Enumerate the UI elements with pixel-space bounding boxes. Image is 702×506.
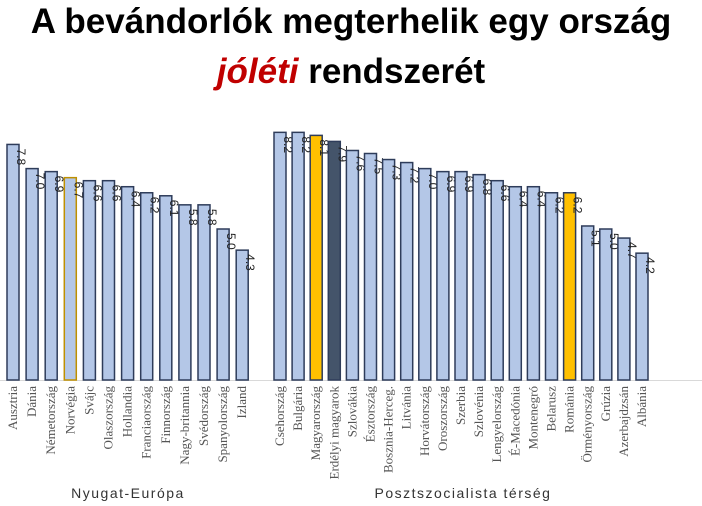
bar (44, 170, 58, 381)
data-label: 6.9 (52, 176, 66, 193)
bar (418, 167, 432, 381)
data-label: 6.6 (90, 185, 104, 202)
category-label: Erdélyi magyarok (326, 386, 341, 480)
bar (599, 228, 613, 381)
category-label: Magyarország (308, 386, 323, 461)
category-label: Szerbia (453, 386, 468, 425)
category-label: Németország (43, 386, 58, 455)
category-label: Ausztria (5, 386, 20, 430)
bar (139, 192, 154, 381)
bar (216, 228, 230, 381)
bar (309, 134, 323, 381)
category-label: Hollandia (120, 386, 135, 437)
category-label: Csehország (272, 386, 287, 446)
data-label: 4.2 (643, 257, 657, 274)
category-label: Dánia (24, 386, 39, 417)
bar (363, 152, 378, 381)
group-label: Posztszocialista térség (375, 485, 552, 501)
bar (399, 161, 414, 381)
bar (345, 149, 360, 381)
category-label: Észtország (363, 386, 378, 443)
category-label: Belarusz (544, 386, 559, 432)
category-label: Horvátország (417, 386, 432, 457)
category-label: Franciaország (139, 386, 154, 459)
category-label: Szlovénia (471, 386, 486, 437)
bar (508, 185, 523, 381)
group-label: Nyugat-Európa (71, 485, 185, 501)
category-label: Albánia (634, 386, 649, 427)
bar (25, 167, 39, 381)
category-label: É-Macedónia (507, 386, 522, 456)
title-highlight: jóléti (216, 52, 299, 91)
bar (381, 158, 396, 381)
data-label: 5.8 (205, 209, 219, 226)
bar (120, 185, 135, 381)
bar (101, 179, 116, 381)
data-label: 7.8 (14, 148, 28, 165)
bar (63, 176, 78, 381)
data-label: 6.2 (571, 197, 585, 214)
bar (159, 195, 173, 381)
bar (526, 185, 541, 381)
category-label: Finnország (158, 386, 173, 444)
chart-title-line2: jóléti rendszerét (0, 52, 702, 92)
bar (562, 192, 577, 381)
bar (6, 143, 20, 381)
chart-title-line1: A bevándorlók megterhelik egy ország (30, 2, 672, 41)
category-label: Norvégia (62, 386, 77, 435)
category-label: Montenegró (525, 386, 540, 450)
data-label: 5.0 (224, 233, 238, 250)
bar (580, 225, 595, 381)
bar (544, 192, 559, 381)
bar (617, 237, 631, 381)
category-label: Oroszország (435, 386, 450, 451)
bar (472, 173, 486, 381)
category-label: Azerbajdzsán (616, 386, 631, 457)
category-label: Románia (562, 386, 577, 433)
bar (178, 204, 192, 381)
bar (490, 179, 504, 381)
category-label: Litvánia (399, 386, 414, 430)
data-label: 6.7 (71, 182, 85, 199)
bar (197, 204, 211, 381)
data-label: 6.4 (129, 191, 143, 208)
bar (436, 170, 450, 381)
bar (291, 131, 305, 381)
data-label: 7.0 (33, 173, 47, 190)
category-label: Bulgária (290, 386, 305, 431)
bar (635, 252, 649, 381)
bar (454, 170, 468, 381)
category-label: Svédország (196, 386, 211, 446)
category-label: Nagy-britannia (177, 386, 192, 465)
title-rest: rendszerét (298, 52, 486, 91)
category-label: Bosznia-Herceg. (381, 386, 396, 473)
bar (82, 179, 97, 381)
data-label: 6.6 (110, 185, 124, 202)
bar (273, 131, 287, 381)
category-label: Svájc (81, 386, 96, 415)
category-label: Grúzia (598, 386, 613, 422)
data-label: 6.2 (148, 197, 162, 214)
category-label: Szlovákia (344, 386, 359, 437)
category-label: Izland (234, 386, 249, 419)
data-label: 6.1 (167, 200, 181, 217)
bar (327, 140, 342, 381)
data-label: 4.3 (243, 254, 257, 271)
data-label: 5.8 (186, 209, 200, 226)
category-label: Örményország (580, 386, 595, 463)
bar (235, 249, 249, 381)
category-label: Lengyelország (489, 386, 504, 463)
category-label: Olaszország (101, 386, 116, 450)
category-label: Spanyolország (215, 386, 230, 463)
